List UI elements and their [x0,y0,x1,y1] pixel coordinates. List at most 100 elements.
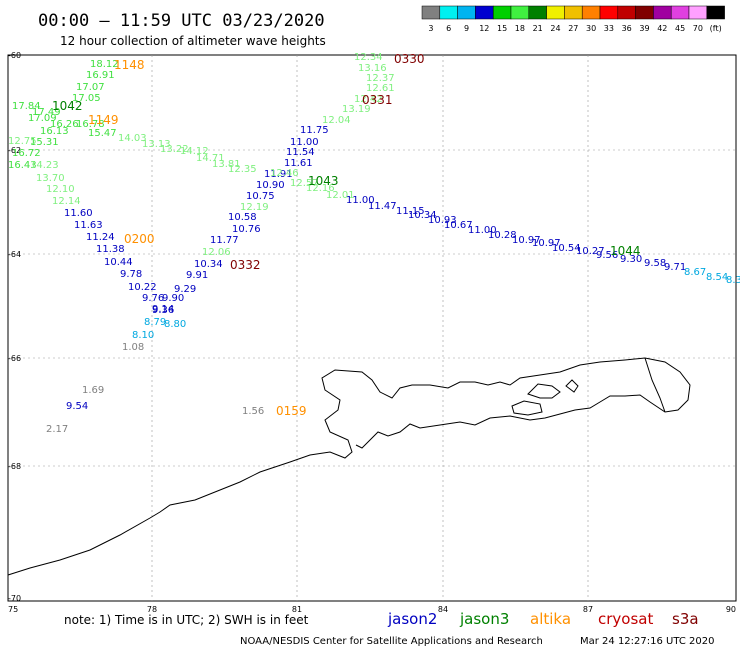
wave-height-label: 10.28 [488,230,517,241]
wave-height-label: 12.46 [270,168,299,179]
satellite-legend: jason2 jason3 altika cryosat s3a [387,610,699,628]
wave-height-label: 10.93 [428,215,457,226]
lon-tick-label: 90 [726,605,736,614]
footnote: note: 1) Time is in UTC; 2) SWH is in fe… [64,613,309,627]
wave-height-label: 11.60 [64,208,93,219]
legend-label: 9 [464,24,469,33]
legend-label: 15 [497,24,507,33]
lat-tick-label: -70 [8,594,21,603]
legend-label: 6 [446,24,451,33]
wave-height-label: 12.10 [46,184,75,195]
wave-height-label: 13.22 [160,144,189,155]
wave-height-label: 9.76 [142,293,164,304]
pass-time-label: 1044 [610,244,641,258]
legend-swatch [599,5,619,20]
wave-height-label: 12.01 [326,190,355,201]
lat-tick-label: -60 [8,51,21,60]
wave-height-label: 12.42 [354,94,383,105]
wave-height-label: 10.90 [256,180,285,191]
wave-height-label: 11.00 [468,225,497,236]
wave-height-label: 8.10 [132,330,154,341]
wave-height-label: 9.29 [174,284,196,295]
wave-height-label: 9.71 [664,262,686,273]
wave-height-label: 10.27 [576,246,605,257]
wave-height-label: 10.22 [128,282,157,293]
legend-label: 3 [428,24,433,33]
legend-label: 30 [586,24,596,33]
wave-height-label: 10.76 [232,224,261,235]
credit-line: NOAA/NESDIS Center for Satellite Applica… [240,636,543,647]
pass-time-label: 1042 [52,99,83,113]
wave-height-label: 12.75 [8,136,37,147]
wave-height-label: 12.04 [322,115,351,126]
coastline [7,357,691,576]
pass-time-label: 0159 [276,404,307,418]
wave-height-label: 1.69 [82,385,104,396]
legend-swatch [421,5,441,20]
wave-height-label: 16.26 [50,119,79,130]
satellite-name-cryosat: cryosat [598,610,653,628]
wave-height-label: 10.58 [228,212,257,223]
wave-height-label: 9.30 [620,254,642,265]
satellite-name-s3a: s3a [672,610,699,628]
subtitle: 12 hour collection of altimeter wave hei… [60,34,326,48]
wave-height-label: 9.54 [66,401,88,412]
lon-tick-label: 75 [8,605,18,614]
wave-height-label: 11.47 [368,201,397,212]
wave-height-label: 16.91 [86,70,115,81]
pass-time-labels: 1148 1042 1149 0330 0331 1043 0200 0332 1044 0159 [52,52,641,418]
pass-time-label: 1149 [88,113,119,127]
lat-tick-label: -62 [8,146,21,155]
lon-tick-label: 78 [147,605,157,614]
legend-label: (ft) [710,24,722,33]
wave-height-label: 10.67 [444,220,473,231]
legend-swatch [564,5,583,20]
wave-height-label: 11.77 [210,235,239,246]
wave-height-label: 9.91 [186,270,208,281]
wave-height-label: 13.16 [358,63,387,74]
wave-height-label: 10.44 [104,257,133,268]
wave-height-label: 12.57 [290,178,319,189]
legend-swatch [492,5,512,20]
wave-height-label: 12.34 [354,52,383,63]
satellite-name-jason3: jason3 [459,610,509,628]
legend-swatch [546,5,565,20]
wave-height-label: 8.80 [164,319,186,330]
legend-swatch [510,5,530,20]
wave-height-label: 14.12 [180,146,209,157]
page-title: 00:00 – 11:59 UTC 03/23/2020 [38,11,325,31]
pass-time-label: 1043 [308,174,339,188]
legend-label: 24 [550,24,560,33]
wave-height-label: 11.61 [284,158,313,169]
wave-height-label: 13.19 [342,104,371,115]
legend-swatch [670,5,690,20]
legend-swatch [635,5,654,20]
lat-tick-label: -66 [8,354,21,363]
wave-height-label: 16.78 [76,119,105,130]
wave-height-label: 17.84 [12,101,41,112]
legend-label: 18 [515,24,525,33]
wave-height-label: 1.08 [122,342,144,353]
legend-label: 12 [479,24,489,33]
axis-ticks: 75 78 81 84 87 90 -60 -62 -64 -66 -68 -70 [8,51,736,614]
wave-height-label: 11.38 [96,244,125,255]
satellite-name-jason2: jason2 [387,610,437,628]
wave-height-label: 8.3 [726,275,740,286]
wave-height-label: 11.00 [290,137,319,148]
island [565,379,579,393]
wave-height-label: 10.34 [408,210,437,221]
legend-swatch [475,5,494,20]
legend-swatch [706,5,725,20]
legend-swatch [617,5,636,20]
wave-height-label: 16.72 [12,148,41,159]
wave-height-label: 16.43 [8,160,37,171]
wave-height-label: 9.14 [152,304,174,315]
legend-label: 36 [622,24,632,33]
wave-height-label: 17.49 [32,107,61,118]
pass-time-label: 0330 [394,52,425,66]
wave-height-label: 10.75 [246,191,275,202]
legend-swatch [653,5,672,20]
wave-height-label: 11.75 [300,125,329,136]
wave-height-label: 11.24 [86,232,115,243]
